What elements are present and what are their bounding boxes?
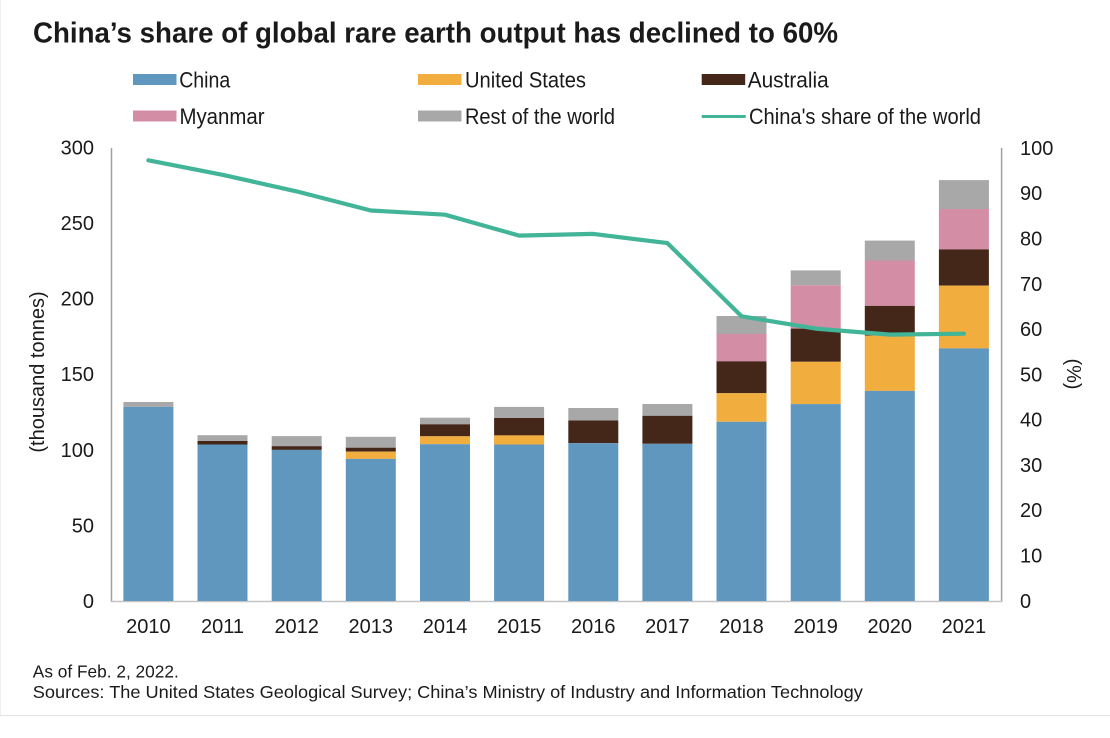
svg-text:100: 100 bbox=[61, 440, 94, 462]
svg-text:200: 200 bbox=[61, 289, 94, 311]
svg-text:50: 50 bbox=[1020, 364, 1042, 386]
svg-text:2012: 2012 bbox=[274, 616, 319, 638]
svg-text:150: 150 bbox=[61, 364, 94, 386]
svg-text:2016: 2016 bbox=[571, 616, 616, 638]
svg-text:(%): (%) bbox=[1062, 358, 1084, 389]
svg-text:40: 40 bbox=[1020, 410, 1042, 432]
svg-text:300: 300 bbox=[61, 138, 94, 160]
svg-text:0: 0 bbox=[1020, 591, 1031, 613]
svg-text:2013: 2013 bbox=[349, 616, 394, 638]
svg-text:10: 10 bbox=[1020, 546, 1042, 568]
svg-text:As of Feb. 2, 2022.: As of Feb. 2, 2022. bbox=[33, 662, 179, 682]
svg-text:Sources: The United States Geo: Sources: The United States Geological Su… bbox=[33, 682, 863, 702]
svg-text:Australia: Australia bbox=[748, 68, 830, 93]
svg-text:Rest of the world: Rest of the world bbox=[465, 104, 615, 129]
svg-text:90: 90 bbox=[1020, 183, 1042, 205]
svg-text:2010: 2010 bbox=[126, 616, 171, 638]
svg-text:2019: 2019 bbox=[793, 616, 838, 638]
svg-text:China’s share of global rare e: China’s share of global rare earth outpu… bbox=[33, 18, 838, 50]
svg-text:2018: 2018 bbox=[719, 616, 764, 638]
svg-text:2011: 2011 bbox=[201, 616, 244, 638]
svg-text:China: China bbox=[179, 68, 231, 93]
svg-text:2015: 2015 bbox=[497, 616, 542, 638]
svg-text:China's share of the world: China's share of the world bbox=[749, 104, 981, 129]
svg-text:United States: United States bbox=[465, 68, 586, 93]
svg-text:250: 250 bbox=[61, 213, 94, 235]
svg-text:60: 60 bbox=[1020, 319, 1042, 341]
svg-text:(thousand tonnes): (thousand tonnes) bbox=[27, 291, 49, 452]
svg-text:30: 30 bbox=[1020, 455, 1042, 477]
svg-text:2021: 2021 bbox=[942, 616, 987, 638]
svg-text:20: 20 bbox=[1020, 500, 1042, 522]
svg-text:50: 50 bbox=[72, 515, 94, 537]
svg-text:100: 100 bbox=[1020, 138, 1053, 160]
svg-text:80: 80 bbox=[1020, 229, 1042, 251]
svg-text:0: 0 bbox=[83, 591, 94, 613]
svg-text:Myanmar: Myanmar bbox=[180, 104, 265, 129]
svg-text:2020: 2020 bbox=[868, 616, 913, 638]
svg-text:70: 70 bbox=[1020, 274, 1042, 296]
svg-text:2014: 2014 bbox=[423, 616, 468, 638]
svg-text:2017: 2017 bbox=[645, 616, 690, 638]
